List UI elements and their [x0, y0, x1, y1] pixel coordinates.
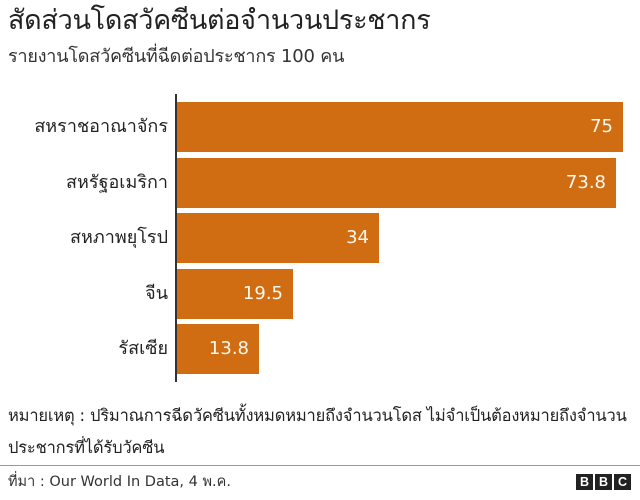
- footer-divider: [0, 465, 640, 466]
- y-axis-line: [175, 94, 177, 382]
- bar-row: สหราชอาณาจักร 75: [0, 102, 640, 152]
- bar: 75: [177, 102, 623, 152]
- bar-row: รัสเซีย 13.8: [0, 324, 640, 374]
- bar: 34: [177, 213, 379, 263]
- bar-row: สหรัฐอเมริกา 73.8: [0, 157, 640, 208]
- bar-chart: สหราชอาณาจักร 75 สหรัฐอเมริกา 73.8 สหภาพยุโร…: [0, 94, 640, 382]
- bar-row: สหภาพยุโรป 34: [0, 213, 640, 263]
- bbc-logo-letter: B: [595, 474, 612, 490]
- bbc-logo-letter: B: [576, 474, 593, 490]
- value-label: 73.8: [565, 171, 606, 193]
- category-label: สหราชอาณาจักร: [34, 116, 168, 137]
- category-label: จีน: [145, 282, 168, 304]
- chart-subtitle: รายงานโดสวัคซีนที่ฉีดต่อประชากร 100 คน: [8, 46, 345, 67]
- bar: 19.5: [177, 268, 293, 319]
- chart-title: สัดส่วนโดสวัคซีนต่อจำนวนประชากร: [8, 5, 431, 36]
- category-label: สหรัฐอเมริกา: [66, 171, 168, 193]
- value-label: 13.8: [208, 338, 249, 359]
- chart-note: หมายเหตุ : ปริมาณการฉีดวัคซีนทั้งหมดหมาย…: [8, 406, 627, 457]
- bar: 73.8: [177, 157, 616, 208]
- bar: 13.8: [177, 324, 259, 374]
- category-label: สหภาพยุโรป: [70, 227, 168, 248]
- value-label: 19.5: [242, 282, 283, 304]
- value-label: 34: [346, 227, 369, 248]
- category-label: รัสเซีย: [118, 338, 168, 359]
- bbc-logo-letter: C: [614, 474, 631, 490]
- source-text: ที่มา : Our World In Data, 4 พ.ค.: [8, 474, 231, 490]
- value-label: 75: [590, 116, 613, 137]
- bar-row: จีน 19.5: [0, 268, 640, 319]
- bbc-logo: B B C: [576, 474, 631, 490]
